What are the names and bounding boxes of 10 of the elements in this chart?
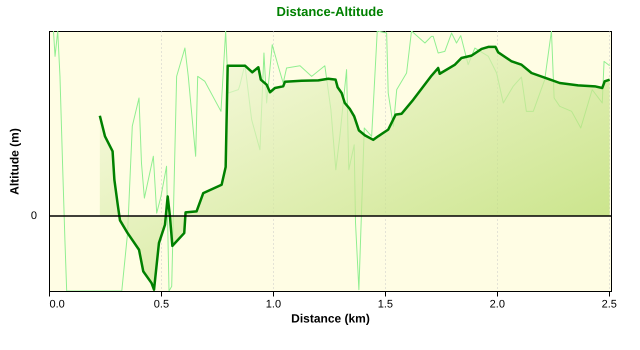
y-axis-title: Altitude (m) bbox=[8, 128, 22, 195]
ref-line-label: 0 bbox=[30, 210, 37, 222]
x-tick-label: 2.0 bbox=[490, 298, 505, 310]
chart-title: Distance-Altitude bbox=[276, 4, 384, 19]
x-axis-title: Distance (km) bbox=[291, 312, 370, 326]
x-tick-label: 0.5 bbox=[154, 298, 170, 310]
x-tick-label: 1.0 bbox=[266, 298, 282, 310]
x-tick-label: 2.5 bbox=[602, 298, 617, 310]
x-tick-label: 0.0 bbox=[50, 298, 65, 310]
x-tick-label: 1.5 bbox=[378, 298, 394, 310]
